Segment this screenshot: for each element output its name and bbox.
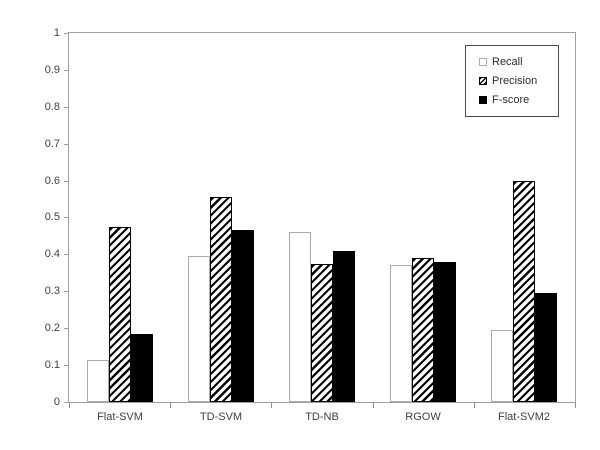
y-tick-label: 0.5 xyxy=(44,211,60,223)
y-axis-tick xyxy=(64,254,68,255)
y-tick-label: 0.3 xyxy=(44,285,60,297)
y-tick-label: 0.4 xyxy=(44,248,60,260)
bar-f-score-flat-svm xyxy=(131,334,153,402)
bar-precision-flat-svm xyxy=(109,227,131,402)
bar-recall-td-nb xyxy=(289,232,311,402)
bar-f-score-rgow xyxy=(434,262,456,402)
y-axis-tick xyxy=(64,33,68,34)
y-tick-label: 0.2 xyxy=(44,322,60,334)
legend-swatch-fscore xyxy=(479,95,487,104)
x-category-label: TD-SVM xyxy=(199,411,243,423)
x-category-label: Flat-SVM xyxy=(97,411,143,423)
x-axis-tick xyxy=(69,403,70,408)
bar-precision-td-svm xyxy=(210,197,232,402)
x-category-label: TD-NB xyxy=(305,411,339,423)
legend-swatch-recall xyxy=(479,58,487,67)
bar-f-score-td-nb xyxy=(333,251,355,402)
bar-precision-td-nb xyxy=(311,264,333,402)
x-axis-tick xyxy=(575,403,576,408)
legend-label-recall: Recall xyxy=(492,56,523,69)
y-axis-tick xyxy=(64,328,68,329)
y-axis-tick xyxy=(64,107,68,108)
y-axis-tick xyxy=(64,291,68,292)
x-category-label: RGOW xyxy=(405,411,441,423)
y-axis-tick xyxy=(64,181,68,182)
x-axis-tick xyxy=(271,403,272,408)
bar-recall-flat-svm2 xyxy=(491,330,513,402)
bar-f-score-flat-svm2 xyxy=(535,293,557,402)
legend-item-recall: Recall xyxy=(479,56,554,68)
y-axis-tick xyxy=(64,70,68,71)
legend: Recall Precision F-score xyxy=(465,45,559,117)
y-tick-label: 0.6 xyxy=(44,175,60,187)
y-tick-label: 0.9 xyxy=(44,64,60,76)
bar-f-score-td-svm xyxy=(232,230,254,402)
y-axis-tick xyxy=(64,365,68,366)
y-tick-label: 1 xyxy=(53,27,60,39)
y-tick-label: 0.1 xyxy=(44,359,60,371)
legend-item-precision: Precision xyxy=(479,75,554,87)
bar-precision-flat-svm2 xyxy=(513,181,535,402)
legend-swatch-precision xyxy=(479,76,487,85)
bar-recall-td-svm xyxy=(188,256,210,402)
y-axis-tick xyxy=(64,144,68,145)
bar-recall-rgow xyxy=(390,265,412,402)
legend-label-fscore: F-score xyxy=(492,93,530,106)
x-category-label: Flat-SVM2 xyxy=(498,411,550,423)
bar-precision-rgow xyxy=(412,258,434,402)
x-axis-tick xyxy=(474,403,475,408)
x-axis-tick xyxy=(373,403,374,408)
legend-label-precision: Precision xyxy=(492,74,538,87)
y-tick-label: 0.8 xyxy=(44,101,60,113)
y-axis-tick xyxy=(64,217,68,218)
legend-item-fscore: F-score xyxy=(479,94,554,106)
bar-recall-flat-svm xyxy=(87,360,109,402)
y-tick-label: 0 xyxy=(53,396,60,408)
y-axis-tick xyxy=(64,402,68,403)
y-tick-label: 0.7 xyxy=(44,138,60,150)
x-axis-tick xyxy=(170,403,171,408)
